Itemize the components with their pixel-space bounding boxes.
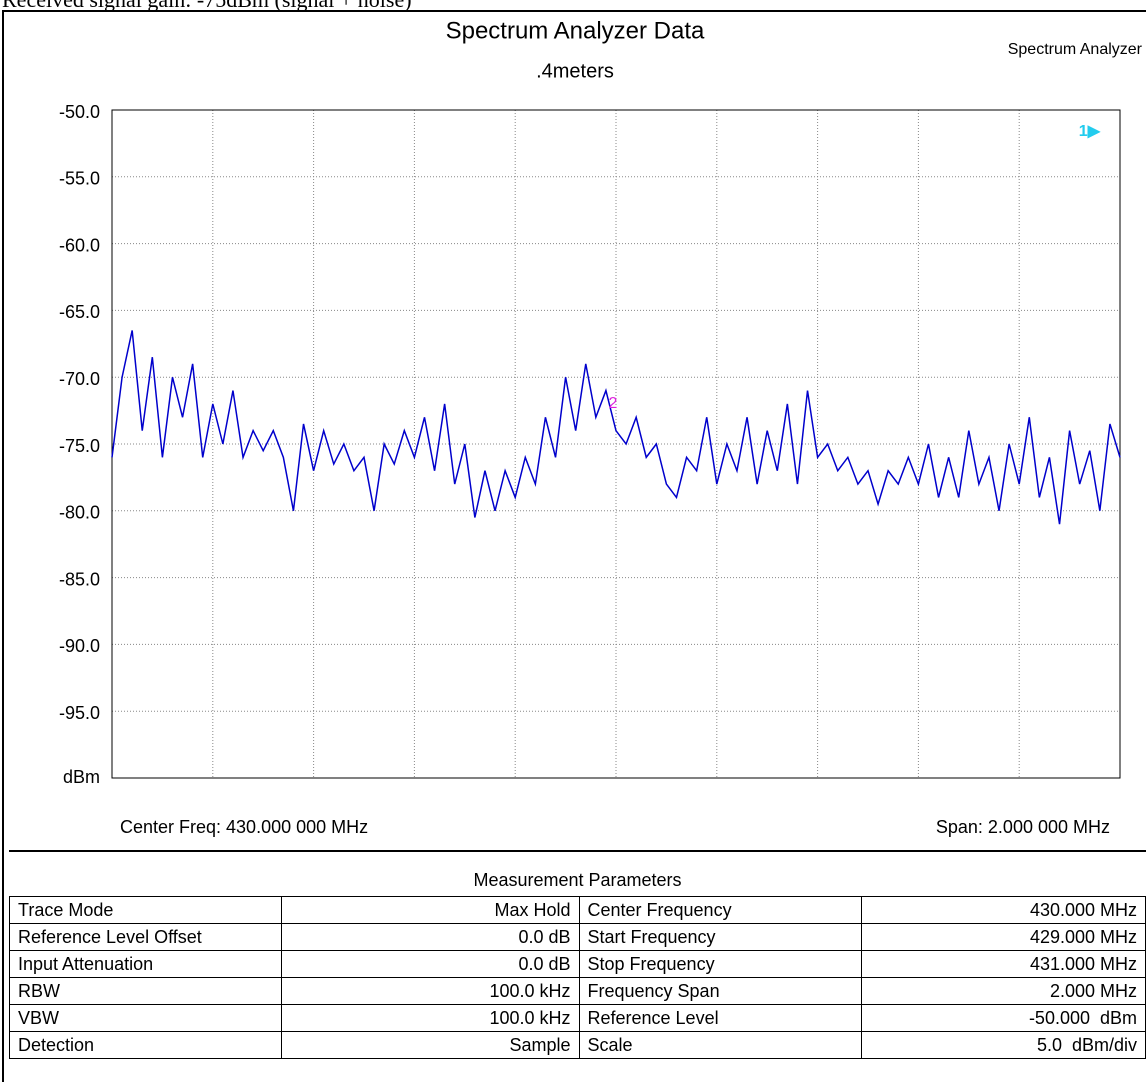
table-cell: 100.0 kHz [280, 1004, 580, 1032]
trace [111, 330, 1121, 525]
table-cell: Frequency Span [578, 977, 863, 1005]
table-cell: 0.0 dB [280, 923, 580, 951]
marker-1: 1▶ [1079, 123, 1101, 140]
table-row: Detection Sample Scale 5.0 dBm/div [9, 1031, 1146, 1059]
y-tick-label: -80.0 [59, 503, 100, 523]
table-cell: Input Attenuation [9, 950, 282, 978]
parameter-table: Trace Mode Max Hold Center Frequency 430.00… [9, 896, 1146, 1059]
caption: Received signal gain: -75dBm (signal + n… [2, 0, 412, 13]
table-row: Reference Level Offset 0.0 dB Start Freque… [9, 923, 1146, 951]
table-cell: 431.000 MHz [861, 950, 1146, 978]
y-tick-label: -55.0 [59, 169, 100, 189]
marker-2: 2 [609, 395, 618, 412]
table-cell: Reference Level [578, 1004, 863, 1032]
table-row: Trace Mode Max Hold Center Frequency 430.00… [9, 896, 1146, 924]
footer-right: Span: 2.000 000 MHz [936, 817, 1110, 837]
table-cell: 5.0 dBm/div [861, 1031, 1146, 1059]
table-cell: Sample [280, 1031, 580, 1059]
y-axis-label: dBm [63, 767, 100, 787]
table-cell: -50.000 dBm [861, 1004, 1146, 1032]
table-row: Input Attenuation 0.0 dB Stop Frequency 431… [9, 950, 1146, 978]
table-row: RBW 100.0 kHz Frequency Span 2.000 MHz [9, 977, 1146, 1005]
chart-title: Spectrum Analyzer Data [446, 17, 705, 44]
chart-subtitle: .4meters [536, 60, 614, 82]
table-cell: 0.0 dB [280, 950, 580, 978]
y-tick-label: -95.0 [59, 703, 100, 723]
y-tick-label: -65.0 [59, 302, 100, 322]
table-cell: Max Hold [280, 896, 580, 924]
table-cell: 2.000 MHz [861, 977, 1146, 1005]
corner-label: Spectrum Analyzer [1008, 41, 1143, 58]
y-tick-label: -75.0 [59, 436, 100, 456]
table-cell: Stop Frequency [578, 950, 863, 978]
table-cell: Reference Level Offset [9, 923, 282, 951]
chart: Spectrum Analyzer Data .4meters Spectrum… [59, 17, 1143, 837]
y-tick-label: -60.0 [59, 235, 100, 255]
table-cell: VBW [9, 1004, 282, 1032]
table-cell: 429.000 MHz [861, 923, 1146, 951]
table-cell: Center Frequency [578, 896, 863, 924]
y-tick-label: -50.0 [59, 102, 100, 122]
table-cell: Start Frequency [578, 923, 863, 951]
y-tick-label: -85.0 [59, 569, 100, 589]
table-cell: RBW [9, 977, 282, 1005]
table-cell: 430.000 MHz [861, 896, 1146, 924]
table-cell: Detection [9, 1031, 282, 1059]
table: Measurement Parameters Trace Mode Max Hol… [9, 850, 1146, 1059]
table-title: Measurement Parameters [473, 870, 682, 890]
footer-left: Center Freq: 430.000 000 MHz [120, 817, 368, 837]
table-cell: Scale [578, 1031, 863, 1059]
plot-border [111, 109, 1121, 779]
table-cell: Trace Mode [9, 896, 282, 924]
y-tick-label: -90.0 [59, 636, 100, 656]
table-cell: 100.0 kHz [280, 977, 580, 1005]
frame [2, 10, 1146, 1082]
table-row: VBW 100.0 kHz Reference Level -50.000 dBm [9, 1004, 1146, 1032]
y-tick-label: -70.0 [59, 369, 100, 389]
